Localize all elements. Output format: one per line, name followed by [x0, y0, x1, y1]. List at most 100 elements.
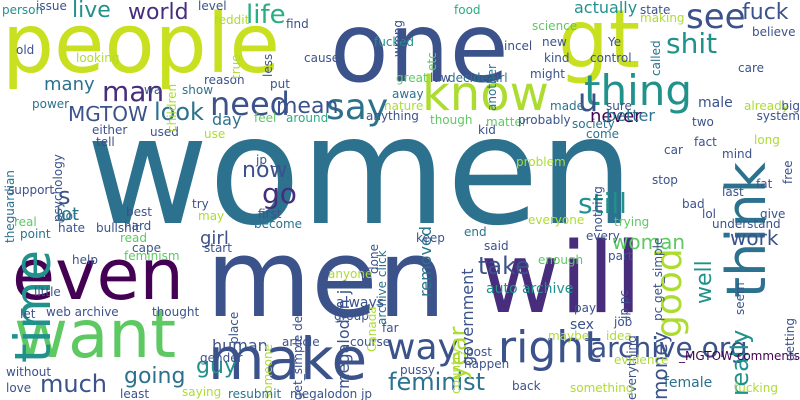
word-real: real — [14, 215, 37, 229]
word-power: power — [32, 97, 70, 111]
word-world: world — [128, 0, 189, 25]
word-without: without — [6, 365, 52, 379]
word-look: look — [154, 98, 204, 126]
word-issue: issue — [36, 0, 67, 13]
word-gender: gender — [200, 351, 243, 365]
word-say: say — [326, 87, 389, 128]
word-want: want — [14, 296, 177, 373]
word-everyone: everyone — [528, 213, 585, 227]
word-wa: wa — [144, 83, 162, 97]
word-may: may — [198, 209, 225, 223]
word-away: away — [392, 87, 424, 101]
word-got: got — [58, 209, 78, 223]
word-need: need — [210, 85, 290, 123]
word-kind: kind — [544, 51, 570, 65]
word-put: put — [270, 77, 290, 91]
word-said: said — [484, 239, 509, 253]
word-auto-archive: auto archive — [486, 281, 574, 297]
word-system: system — [756, 109, 800, 123]
word-see: see — [686, 0, 746, 37]
word-done: done — [367, 244, 381, 274]
word-female: female — [664, 375, 713, 391]
word-state: state — [640, 3, 671, 17]
word-understand: understand — [712, 217, 781, 231]
word-megalodon-jp2: _megalodon jp — [284, 387, 373, 400]
word-though: though — [430, 113, 473, 127]
word-shit: shit — [666, 27, 718, 60]
word-part: part — [608, 249, 633, 263]
word-let: let — [20, 307, 36, 321]
word-live: live — [72, 0, 111, 23]
word-hate: hate — [58, 221, 86, 235]
word-mgtow: MGTOW — [68, 102, 148, 126]
word-sure: sure — [606, 99, 632, 113]
word-fucked: fucked — [374, 35, 414, 49]
word-day: day — [212, 110, 242, 129]
word-anything: anything — [366, 109, 419, 123]
word-course: course — [350, 335, 391, 349]
word-take: take — [478, 252, 530, 280]
word-work: work — [730, 226, 779, 250]
word-going: going — [124, 364, 186, 389]
word-post: post — [466, 345, 492, 359]
word-thought: thought — [152, 305, 200, 319]
word-cause: cause — [304, 51, 340, 65]
word-women: women — [86, 85, 634, 259]
word-group: group — [334, 309, 369, 323]
word-far: far — [382, 321, 399, 335]
word-society: society — [572, 117, 615, 131]
word-thing: thing — [584, 66, 693, 115]
word-making: making — [640, 11, 685, 25]
word-fat: fat — [756, 177, 773, 191]
word-use: use — [204, 127, 226, 141]
word-man: man — [102, 75, 165, 108]
word-control: control — [590, 51, 632, 65]
word-always: always — [336, 295, 385, 311]
word-better: better — [606, 106, 655, 125]
word-level: level — [198, 0, 227, 13]
word-etc: etc — [425, 52, 439, 71]
word-give: give — [760, 207, 786, 221]
word-mgtow-comments: _MGTOW comments — [679, 349, 800, 363]
word-love: love — [6, 381, 32, 395]
word-even: even — [12, 234, 184, 316]
word-way: way — [386, 327, 459, 368]
word-keep: keep — [416, 231, 445, 245]
word-used: used — [150, 125, 179, 139]
word-well: well — [692, 260, 717, 304]
word-reason: reason — [204, 73, 245, 87]
word-get-simple-decide: get_simple decide — [291, 290, 305, 400]
word-first: first — [258, 207, 282, 221]
word-back: back — [512, 379, 541, 393]
word-never: never — [590, 106, 642, 127]
word-probably: probably — [518, 113, 571, 127]
word-point: point — [20, 227, 51, 241]
word-might: might — [530, 67, 565, 81]
word-old: old — [16, 43, 35, 57]
word-believe: believe — [752, 25, 796, 39]
word-human: human — [212, 336, 268, 355]
word-feel: feel — [254, 111, 277, 125]
word-every: every — [586, 229, 620, 243]
word-ye: Ye — [608, 35, 622, 49]
word-country: country — [449, 348, 463, 394]
word-mean: mean — [276, 94, 339, 119]
word-male: male — [698, 95, 733, 111]
word-new: new — [542, 35, 567, 49]
word-true: true — [229, 54, 243, 79]
word-called: called — [649, 40, 663, 76]
word-place: place — [227, 311, 241, 344]
word-already: already — [744, 99, 789, 113]
word-go: go — [262, 177, 297, 210]
word-care: care — [738, 61, 765, 75]
word-many: many — [44, 74, 95, 95]
word-reddit: reddit — [214, 13, 250, 27]
word-bad: bad — [682, 197, 705, 211]
word-come: come — [586, 127, 620, 141]
word-show: show — [182, 83, 214, 97]
word-stop: stop — [652, 173, 678, 187]
word-end: end — [464, 225, 487, 239]
word-anyone: anyone — [328, 267, 373, 281]
word-long: long — [754, 133, 780, 147]
